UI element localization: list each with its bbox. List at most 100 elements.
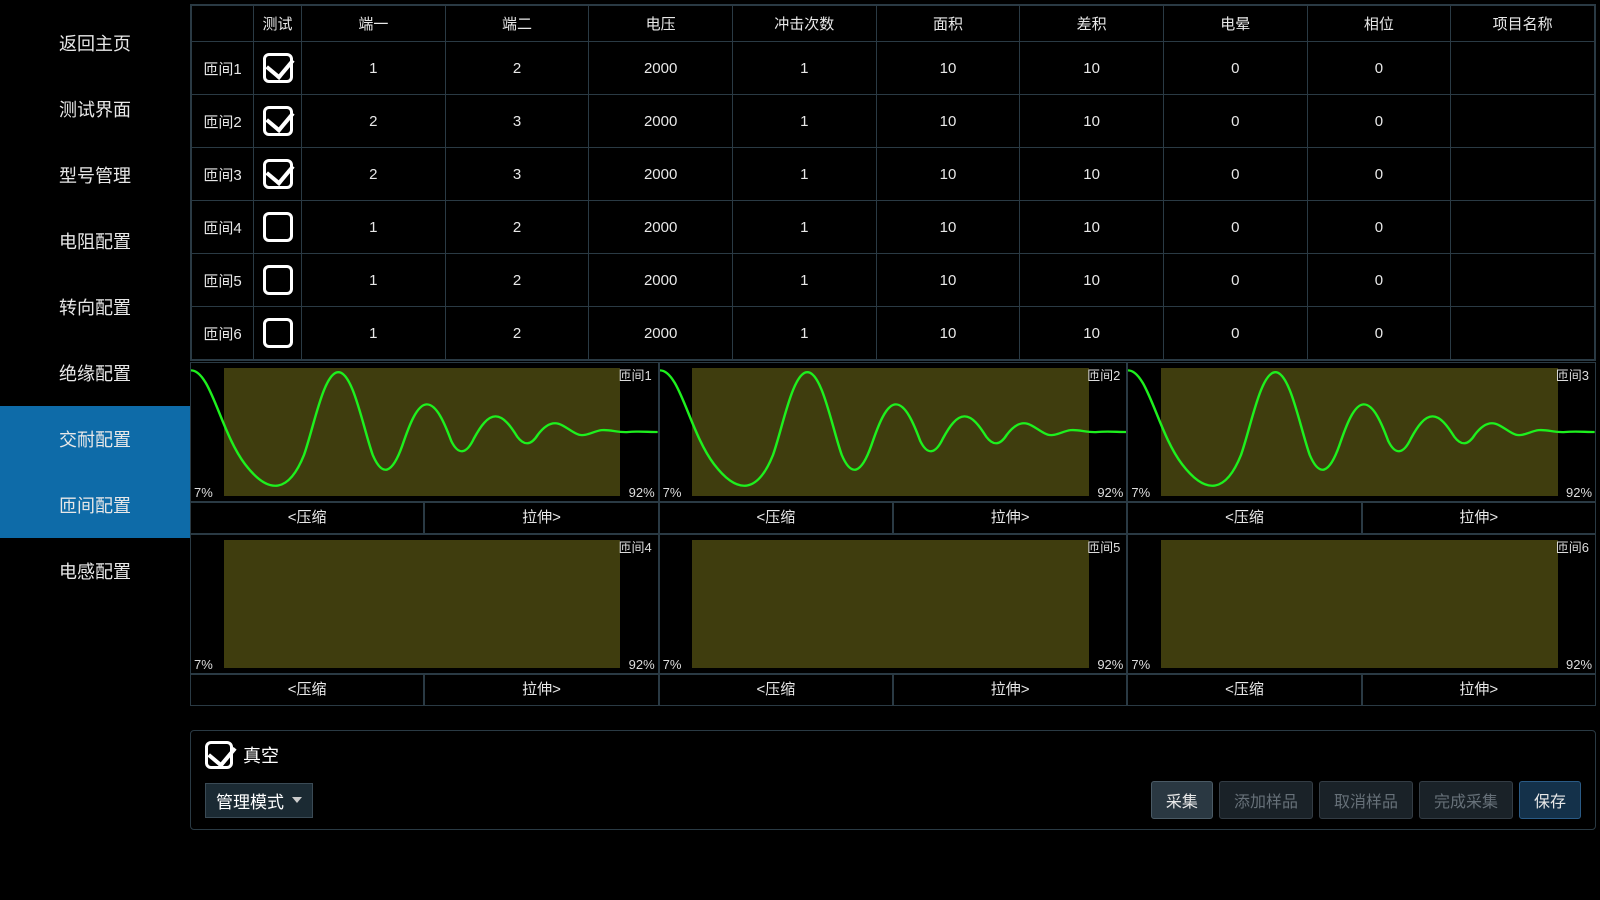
- sidebar-item-5[interactable]: 绝缘配置: [0, 340, 190, 406]
- table-cell[interactable]: 1: [732, 254, 876, 307]
- row-checkbox[interactable]: [263, 106, 293, 136]
- sidebar-item-6[interactable]: 交耐配置: [0, 406, 190, 472]
- table-cell[interactable]: [1451, 148, 1595, 201]
- compress-button[interactable]: <压缩: [1127, 502, 1361, 534]
- table-cell[interactable]: [1451, 42, 1595, 95]
- sidebar-item-4[interactable]: 转向配置: [0, 274, 190, 340]
- table-cell[interactable]: 1: [302, 307, 446, 360]
- compress-button[interactable]: <压缩: [659, 674, 893, 706]
- table-cell[interactable]: 0: [1307, 254, 1451, 307]
- chart-left-pct: 7%: [194, 657, 213, 672]
- sidebar-item-0[interactable]: 返回主页: [0, 10, 190, 76]
- table-cell[interactable]: 0: [1307, 201, 1451, 254]
- sidebar-item-8[interactable]: 电感配置: [0, 538, 190, 604]
- table-cell[interactable]: 0: [1163, 254, 1307, 307]
- chart-highlight-band: [692, 540, 1089, 668]
- table-cell[interactable]: 10: [1020, 201, 1164, 254]
- table-cell[interactable]: 10: [1020, 307, 1164, 360]
- action-采集[interactable]: 采集: [1151, 781, 1213, 819]
- table-cell[interactable]: 10: [1020, 148, 1164, 201]
- row-name: 匝间2: [192, 95, 254, 148]
- stretch-button[interactable]: 拉伸>: [1362, 502, 1596, 534]
- table-cell[interactable]: 2000: [589, 148, 733, 201]
- table-cell[interactable]: [1451, 307, 1595, 360]
- chart-right-pct: 92%: [1566, 657, 1592, 672]
- table-cell[interactable]: 3: [445, 95, 589, 148]
- action-保存[interactable]: 保存: [1519, 781, 1581, 819]
- row-name: 匝间1: [192, 42, 254, 95]
- table-cell[interactable]: 10: [876, 307, 1020, 360]
- row-checkbox-cell: [254, 95, 302, 148]
- compress-button[interactable]: <压缩: [659, 502, 893, 534]
- table-cell[interactable]: 0: [1307, 307, 1451, 360]
- stretch-button[interactable]: 拉伸>: [893, 674, 1127, 706]
- table-cell[interactable]: 2000: [589, 254, 733, 307]
- table-cell[interactable]: 0: [1163, 148, 1307, 201]
- stretch-button[interactable]: 拉伸>: [893, 502, 1127, 534]
- table-cell[interactable]: 2: [445, 254, 589, 307]
- stretch-button[interactable]: 拉伸>: [424, 674, 658, 706]
- table-cell[interactable]: 1: [732, 307, 876, 360]
- table-cell[interactable]: 0: [1163, 95, 1307, 148]
- table-cell[interactable]: 10: [1020, 95, 1164, 148]
- table-cell[interactable]: 2: [302, 95, 446, 148]
- sidebar-item-3[interactable]: 电阻配置: [0, 208, 190, 274]
- stretch-button[interactable]: 拉伸>: [424, 502, 658, 534]
- chart-label: 匝间6: [1556, 537, 1589, 556]
- row-name: 匝间4: [192, 201, 254, 254]
- table-cell[interactable]: 10: [876, 42, 1020, 95]
- table-cell[interactable]: 2000: [589, 201, 733, 254]
- table-cell[interactable]: 2000: [589, 95, 733, 148]
- table-cell[interactable]: 2000: [589, 307, 733, 360]
- table-cell[interactable]: 0: [1163, 201, 1307, 254]
- sidebar-item-7[interactable]: 匝间配置: [0, 472, 190, 538]
- table-cell[interactable]: 1: [732, 42, 876, 95]
- row-checkbox[interactable]: [263, 159, 293, 189]
- table-cell[interactable]: 2: [302, 148, 446, 201]
- table-cell[interactable]: 2: [445, 307, 589, 360]
- table-cell[interactable]: 1: [302, 42, 446, 95]
- table-cell[interactable]: 10: [1020, 42, 1164, 95]
- table-header: 相位: [1307, 6, 1451, 42]
- sidebar-item-1[interactable]: 测试界面: [0, 76, 190, 142]
- table-cell[interactable]: 10: [1020, 254, 1164, 307]
- chart-highlight-band: [224, 540, 621, 668]
- mode-select[interactable]: 管理模式: [205, 783, 313, 818]
- table-cell[interactable]: 0: [1163, 307, 1307, 360]
- table-header: 测试: [254, 6, 302, 42]
- row-checkbox[interactable]: [263, 53, 293, 83]
- table-cell[interactable]: 0: [1307, 42, 1451, 95]
- table-cell[interactable]: 0: [1163, 42, 1307, 95]
- table-cell[interactable]: 0: [1307, 148, 1451, 201]
- table-cell[interactable]: 2: [445, 42, 589, 95]
- compress-button[interactable]: <压缩: [190, 502, 424, 534]
- row-checkbox-cell: [254, 307, 302, 360]
- row-checkbox[interactable]: [263, 318, 293, 348]
- table-cell[interactable]: 0: [1307, 95, 1451, 148]
- table-cell[interactable]: [1451, 95, 1595, 148]
- waveform-line: [1128, 363, 1595, 501]
- compress-button[interactable]: <压缩: [190, 674, 424, 706]
- table-cell[interactable]: 3: [445, 148, 589, 201]
- table-cell[interactable]: 2: [445, 201, 589, 254]
- vacuum-checkbox[interactable]: [205, 741, 233, 769]
- table-cell[interactable]: 10: [876, 95, 1020, 148]
- row-checkbox[interactable]: [263, 265, 293, 295]
- table-header: 端一: [302, 6, 446, 42]
- table-cell[interactable]: 1: [732, 201, 876, 254]
- sidebar-item-2[interactable]: 型号管理: [0, 142, 190, 208]
- table-cell[interactable]: 10: [876, 254, 1020, 307]
- table-cell[interactable]: 1: [732, 148, 876, 201]
- row-checkbox-cell: [254, 42, 302, 95]
- table-cell[interactable]: [1451, 201, 1595, 254]
- table-cell[interactable]: 10: [876, 148, 1020, 201]
- row-checkbox[interactable]: [263, 212, 293, 242]
- compress-button[interactable]: <压缩: [1127, 674, 1361, 706]
- table-cell[interactable]: 1: [302, 254, 446, 307]
- table-cell[interactable]: 10: [876, 201, 1020, 254]
- table-cell[interactable]: 2000: [589, 42, 733, 95]
- table-cell[interactable]: 1: [732, 95, 876, 148]
- table-cell[interactable]: [1451, 254, 1595, 307]
- table-cell[interactable]: 1: [302, 201, 446, 254]
- stretch-button[interactable]: 拉伸>: [1362, 674, 1596, 706]
